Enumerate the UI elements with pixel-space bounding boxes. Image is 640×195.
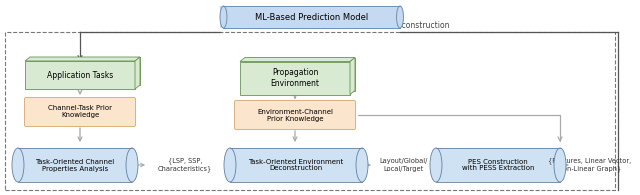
Ellipse shape (356, 148, 368, 182)
Ellipse shape (220, 6, 227, 28)
Ellipse shape (126, 148, 138, 182)
Ellipse shape (554, 148, 566, 182)
Text: Layout/Global/
Local/Target: Layout/Global/ Local/Target (380, 159, 428, 171)
Text: Propagation
Environment: Propagation Environment (271, 68, 319, 88)
FancyBboxPatch shape (234, 100, 355, 129)
Text: {LSP, SSP,
Characteristics}: {LSP, SSP, Characteristics} (158, 158, 212, 172)
Polygon shape (240, 58, 355, 61)
Text: {Features, Linear Vector,
Non-Linear Graph}: {Features, Linear Vector, Non-Linear Gra… (548, 158, 632, 172)
Text: Environment-Channel
Prior Knowledge: Environment-Channel Prior Knowledge (257, 108, 333, 121)
Text: Task-oriented PES construction: Task-oriented PES construction (331, 20, 449, 29)
Text: Application Tasks: Application Tasks (47, 71, 113, 80)
Text: Task-Oriented Channel
Properties Analysis: Task-Oriented Channel Properties Analysi… (35, 159, 115, 171)
Bar (30, 57, 140, 85)
Bar (436, 148, 560, 182)
Text: Task-Oriented Environment
Deconstruction: Task-Oriented Environment Deconstruction (248, 159, 344, 171)
Polygon shape (135, 57, 140, 89)
Bar (25, 61, 135, 89)
Bar (5, 32, 615, 190)
Text: PES Construction
with PESS Extraction: PES Construction with PESS Extraction (461, 159, 534, 171)
Ellipse shape (12, 148, 24, 182)
Polygon shape (350, 58, 355, 95)
Bar (220, 6, 400, 28)
Polygon shape (25, 57, 140, 61)
Text: ML-Based Prediction Model: ML-Based Prediction Model (255, 12, 369, 21)
Ellipse shape (430, 148, 442, 182)
FancyBboxPatch shape (24, 98, 136, 127)
Bar (230, 148, 362, 182)
Bar (18, 148, 132, 182)
Ellipse shape (224, 148, 236, 182)
Ellipse shape (397, 6, 403, 28)
Text: Channel-Task Prior
Knowledge: Channel-Task Prior Knowledge (48, 105, 112, 119)
Bar (245, 58, 355, 90)
Bar (240, 61, 350, 95)
